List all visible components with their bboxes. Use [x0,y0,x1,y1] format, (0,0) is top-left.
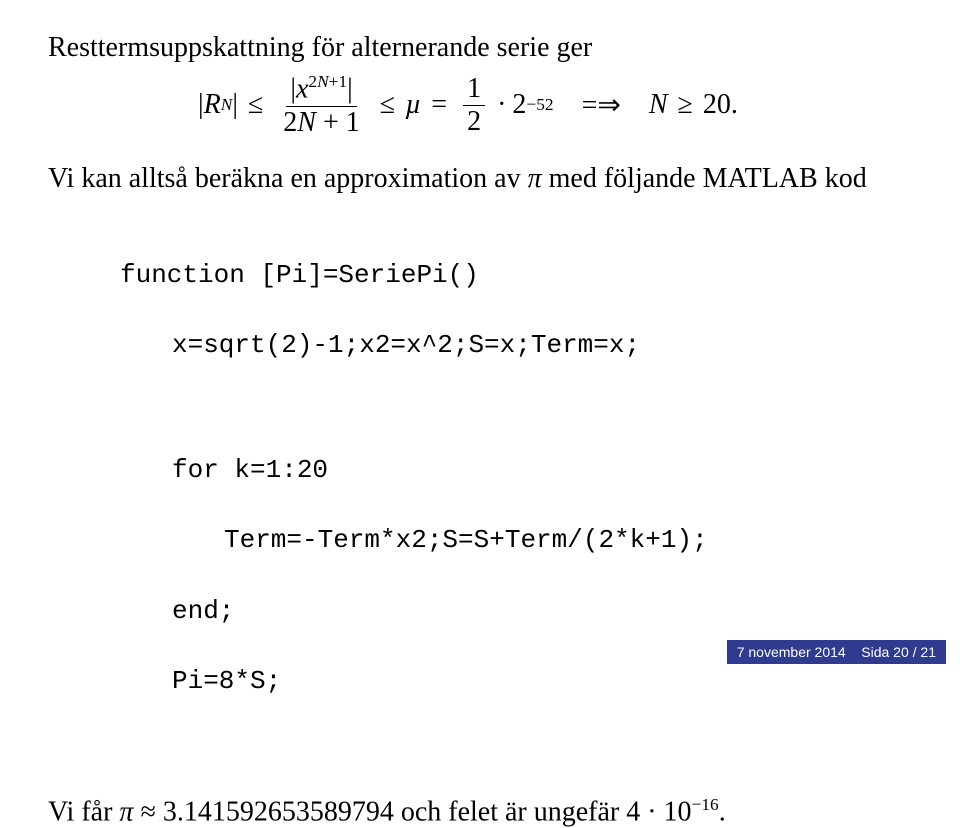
frac1-num: |x2N+1| [286,72,356,107]
footer-page: Sida 20 / 21 [861,644,936,660]
line3-end: . [719,796,726,827]
pi-symbol-2: π [119,796,133,827]
frac1-den: 2N + 1 [279,107,363,139]
intro-text: Resttermsuppskattning för alternerande s… [48,32,912,64]
leq-1: ≤ [248,89,263,121]
fraction-1: |x2N+1| 2N + 1 [279,72,363,139]
page-sep: / [909,644,921,660]
leq-2: ≤ [380,89,395,121]
code-blank [120,398,912,418]
var-x: x [296,73,308,104]
mu: µ [405,89,421,121]
approx: ≈ [133,796,162,827]
page-label: Sida [861,644,893,660]
geq: ≥ [678,89,693,121]
cdot: · [497,89,506,121]
implies-arrow: =⇒ [582,88,621,122]
sub-N: N [221,95,233,115]
val-20: 20. [703,89,738,121]
code-line-2: x=sqrt(2)-1;x2=x^2;S=x;Term=x; [172,328,912,363]
page-total: 21 [920,644,936,660]
slide-footer: 7 november 2014 Sida 20 / 21 [727,640,946,664]
exp-neg16: −16 [692,795,719,814]
fraction-2: 1 2 [463,73,485,138]
eq: = [431,89,447,121]
matlab-intro: Vi kan alltså beräkna en approximation a… [48,163,912,195]
exp-2n1: 2N+1 [308,72,347,91]
page-current: 20 [893,644,909,660]
var-N: N [649,89,668,121]
abs-close-2: | [347,73,353,104]
footer-date: 7 november 2014 [737,644,846,660]
base-2: 2 [512,89,526,121]
code-line-1: function [Pi]=SeriePi() [120,258,912,293]
frac2-num: 1 [463,73,485,106]
pi-value: 3.141592653589794 och felet är ungefär 4… [163,796,692,827]
code-line-5: end; [172,594,912,629]
pi-symbol: π [528,163,542,194]
code-line-6: Pi=8*S; [172,664,912,699]
abs-close: | [232,89,238,121]
result-text: Vi får π ≈ 3.141592653589794 och felet ä… [48,795,912,828]
line2-pre: Vi kan alltså beräkna en approximation a… [48,163,528,194]
exp-neg52: −52 [526,95,553,115]
var-R: R [204,89,221,121]
rest-term-formula: |RN| ≤ |x2N+1| 2N + 1 ≤ µ = 1 2 · 2−52 =… [198,72,912,139]
matlab-code: function [Pi]=SeriePi() x=sqrt(2)-1;x2=x… [120,223,912,769]
line2-post: med följande MATLAB kod [542,163,867,194]
code-line-3: for k=1:20 [172,453,912,488]
slide-content: Resttermsuppskattning för alternerande s… [0,0,960,828]
line3-pre: Vi får [48,796,119,827]
code-line-4: Term=-Term*x2;S=S+Term/(2*k+1); [224,523,912,558]
frac2-den: 2 [463,106,485,138]
